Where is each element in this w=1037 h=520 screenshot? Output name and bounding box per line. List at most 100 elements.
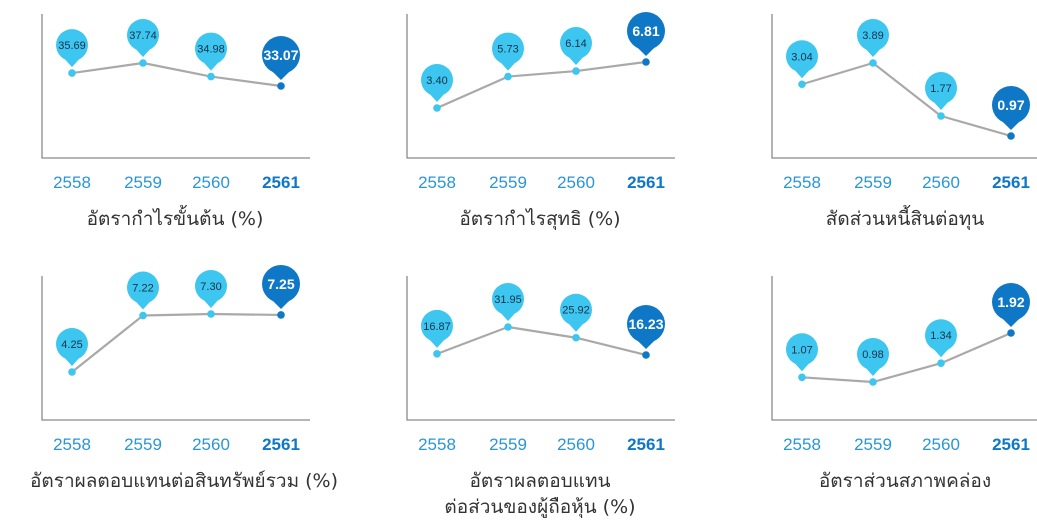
x-tick-label: 2561 [627,435,665,454]
chart-axes [406,14,675,159]
data-point [207,72,215,81]
chart-panel: 3.04 2558 3.89 2559 1.77 2560 0.97 2561 สัดส่วนห… [760,8,1037,258]
data-label: 35.69 [58,40,86,52]
x-tick-label: 2558 [418,435,456,454]
line-chart: 1.07 2558 0.98 2559 1.34 2560 1.92 2561 [771,276,1037,454]
data-point [504,323,512,331]
data-point [572,333,580,342]
data-label: 1.07 [791,344,812,356]
chart-title: อัตราผลตอบแทน [469,470,611,492]
data-label: 16.87 [423,321,451,333]
value-bubble [262,36,300,80]
chart-axes [406,276,675,421]
value-bubble [56,328,88,366]
chart-panel: 35.69 2558 37.74 2559 34.98 2560 33.07 2561 อัตร… [30,8,320,258]
x-tick-label: 2561 [627,173,665,192]
line-chart: 3.04 2558 3.89 2559 1.77 2560 0.97 2561 [771,14,1037,192]
data-label: 1.77 [930,83,951,95]
chart-axes [771,276,1037,421]
value-bubble [786,40,818,79]
data-label: 7.30 [200,281,221,293]
value-bubble [925,319,957,358]
data-point [139,311,147,320]
data-label: 1.92 [997,294,1024,310]
data-label: 3.89 [862,30,883,42]
data-point [504,72,512,81]
data-point [937,359,945,368]
chart-title: สัดส่วนหนี้สินต่อทุน [825,208,985,230]
data-label: 4.25 [61,339,82,351]
data-point [798,373,806,382]
x-tick-label: 2561 [262,173,300,192]
data-label: 6.14 [565,38,586,50]
data-point [433,350,441,358]
data-point [277,82,285,90]
data-point [937,112,945,120]
data-label: 3.04 [791,51,812,63]
data-point [869,378,877,386]
data-label: 7.22 [132,283,153,295]
data-point [1007,132,1015,140]
series-line [71,61,282,88]
data-point [572,67,580,75]
value-bubble [992,86,1030,130]
data-point [433,104,441,112]
chart-panel: 16.87 2558 31.95 2559 25.92 2560 16.23 2561 อัตร… [395,270,685,520]
value-bubble [262,264,300,309]
data-point [1007,329,1015,337]
x-tick-label: 2558 [53,435,91,454]
chart-panel: 1.07 2558 0.98 2559 1.34 2560 1.92 2561 อัตราส่ว… [760,270,1037,520]
x-tick-label: 2558 [783,435,821,454]
data-label: 31.95 [494,294,522,306]
chart-title: อัตราผลตอบแทนต่อสินทรัพย์รวม (%) [30,470,339,492]
chart-panel: 4.25 2558 7.22 2559 7.30 2560 7.25 2561 อัตราผลต… [30,264,339,520]
data-label: 37.74 [129,30,157,42]
value-bubble [421,64,453,102]
data-point [798,80,806,89]
chart-title: ต่อส่วนของผู้ถือหุ้น (%) [444,496,636,518]
data-point [277,311,285,319]
data-label: 34.98 [197,44,225,56]
data-label: 25.92 [562,305,590,317]
x-tick-label: 2559 [854,173,892,192]
x-tick-label: 2560 [557,173,595,192]
value-bubble [56,29,88,68]
value-bubble [857,19,889,57]
x-tick-label: 2561 [262,435,300,454]
value-bubble [127,19,159,57]
data-label: 0.97 [997,97,1024,113]
data-point [68,69,76,77]
data-label: 3.40 [426,75,447,87]
data-point [642,351,650,359]
value-bubble [492,32,524,71]
x-tick-label: 2558 [783,173,821,192]
x-tick-label: 2559 [124,173,162,192]
data-label: 0.98 [862,349,883,361]
value-bubble [195,270,227,308]
chart-title: อัตราส่วนสภาพคล่อง [818,470,992,492]
data-label: 5.73 [497,44,518,56]
data-point [869,59,877,67]
series-line [436,60,647,110]
value-bubble [560,27,592,66]
data-point [139,59,147,67]
chart-title: อัตรากำไรขั้นต้น (%) [86,208,264,230]
series-line [71,312,282,373]
data-point [207,310,215,318]
value-bubble [992,283,1030,327]
data-label: 1.34 [930,330,951,342]
value-bubble [492,283,524,321]
chart-axes [41,14,310,159]
value-bubble [195,32,227,71]
value-bubble [421,309,453,348]
data-label: 16.23 [628,316,663,332]
series-line [801,61,1012,138]
x-tick-label: 2558 [418,173,456,192]
line-chart: 4.25 2558 7.22 2559 7.30 2560 7.25 2561 [41,264,310,454]
data-label: 33.07 [263,47,298,63]
chart-axes [41,276,310,421]
data-point [642,58,650,66]
value-bubble [127,271,159,310]
value-bubble [560,293,592,332]
